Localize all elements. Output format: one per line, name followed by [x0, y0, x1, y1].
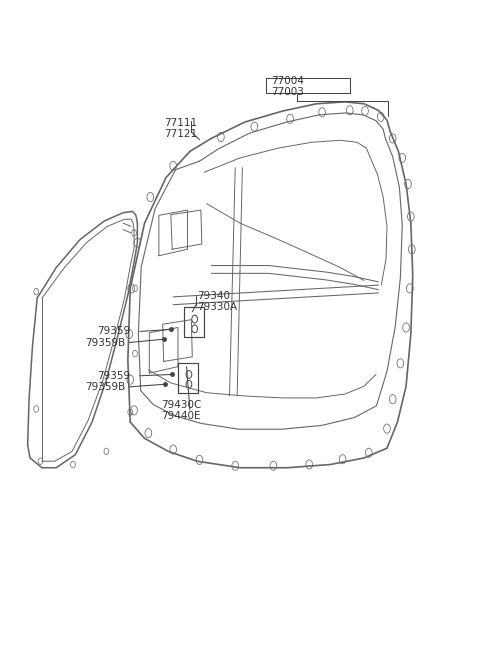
Text: 79330A: 79330A — [197, 302, 237, 312]
Text: 79359: 79359 — [97, 371, 130, 381]
Text: 79359B: 79359B — [85, 337, 125, 348]
Text: 79340: 79340 — [197, 291, 230, 301]
Text: 77111: 77111 — [164, 118, 197, 128]
Text: 79440E: 79440E — [161, 411, 201, 421]
Text: 79359: 79359 — [97, 326, 130, 337]
Text: 77003: 77003 — [271, 87, 304, 97]
Text: 77121: 77121 — [164, 129, 197, 139]
Text: 79359B: 79359B — [85, 382, 125, 392]
Text: 79430C: 79430C — [161, 400, 202, 410]
Text: 77004: 77004 — [271, 76, 304, 86]
